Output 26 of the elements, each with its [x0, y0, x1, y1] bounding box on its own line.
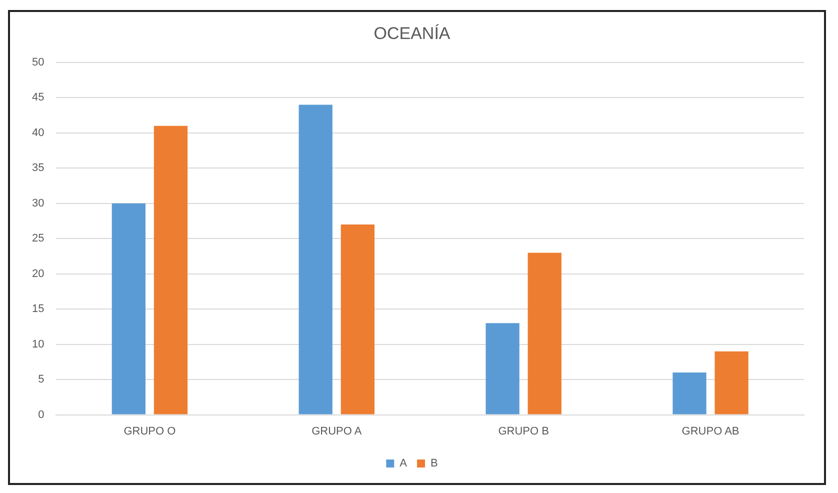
y-tick-label: 10: [32, 338, 44, 350]
bar: [672, 372, 706, 414]
bar: [340, 224, 375, 414]
y-tick-label: 35: [32, 162, 44, 174]
y-tick-label: 5: [38, 374, 44, 386]
y-tick-label: 40: [32, 126, 44, 139]
y-tick-label: 15: [32, 303, 44, 316]
chart-title: OCEANÍA: [374, 24, 451, 43]
x-tick-label: GRUPO O: [124, 425, 176, 438]
bar: [528, 252, 562, 414]
x-tick-label: GRUPO AB: [682, 425, 740, 438]
y-tick-label: 20: [32, 268, 44, 280]
bar: [112, 203, 146, 414]
y-tick-label: 0: [38, 408, 44, 421]
x-tick-label: GRUPO A: [312, 425, 362, 438]
legend-label: B: [430, 458, 438, 470]
y-tick-label: 30: [32, 197, 44, 210]
y-tick-label: 50: [32, 56, 44, 68]
bar: [154, 126, 188, 414]
y-tick-label: 25: [32, 232, 44, 245]
legend-label: A: [400, 458, 408, 470]
bar: [714, 351, 748, 414]
x-tick-label: GRUPO B: [498, 425, 549, 438]
bar: [298, 104, 332, 414]
y-tick-label: 45: [32, 92, 44, 104]
bar: [486, 323, 520, 414]
